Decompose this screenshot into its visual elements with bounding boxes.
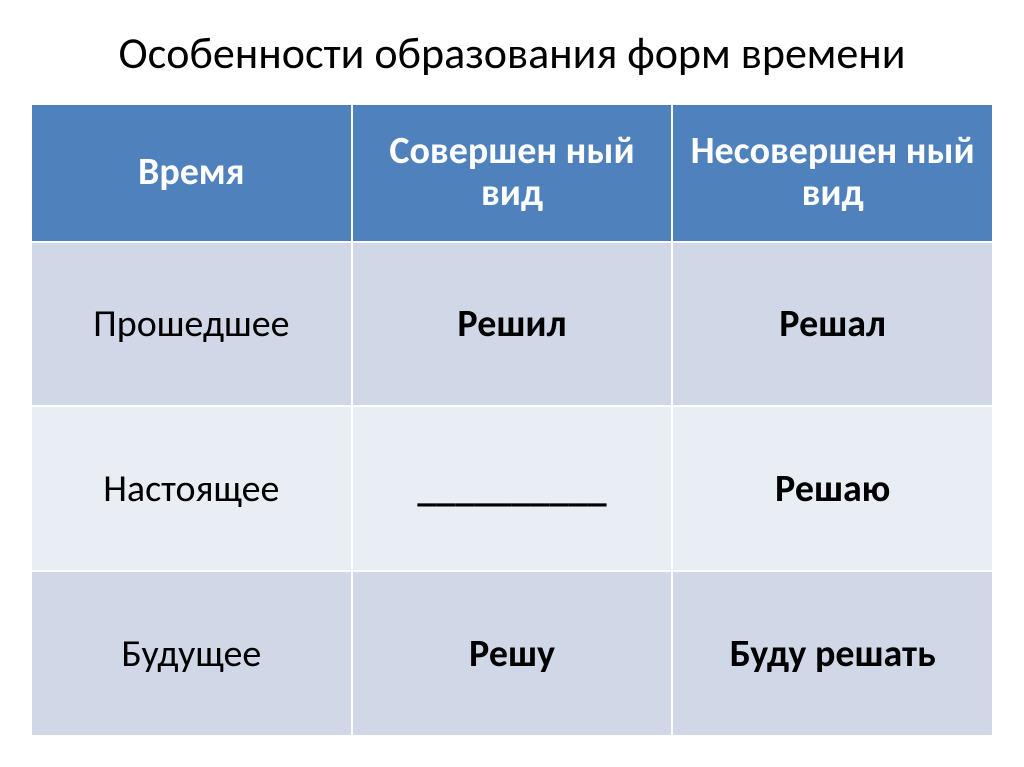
- cell-future-imperfective: Буду решать: [672, 571, 993, 736]
- cell-past-imperfective: Решал: [672, 242, 993, 407]
- table-row: Прошедшее Решил Решал: [31, 242, 993, 407]
- slide: Особенности образования форм времени Вре…: [0, 0, 1024, 767]
- row-label-future: Будущее: [31, 571, 352, 736]
- col-header-perfective: Совершен ный вид: [352, 104, 673, 242]
- cell-present-imperfective: Решаю: [672, 406, 993, 571]
- table-row: Будущее Решу Буду решать: [31, 571, 993, 736]
- cell-past-perfective: Решил: [352, 242, 673, 407]
- tense-table: Время Совершен ный вид Несовершен ный ви…: [30, 103, 994, 737]
- cell-present-perfective: __________: [352, 406, 673, 571]
- row-label-past: Прошедшее: [31, 242, 352, 407]
- col-header-imperfective: Несовершен ный вид: [672, 104, 993, 242]
- col-header-time: Время: [31, 104, 352, 242]
- slide-title: Особенности образования форм времени: [30, 28, 994, 79]
- table-row: Настоящее __________ Решаю: [31, 406, 993, 571]
- cell-future-perfective: Решу: [352, 571, 673, 736]
- row-label-present: Настоящее: [31, 406, 352, 571]
- header-row: Время Совершен ный вид Несовершен ный ви…: [31, 104, 993, 242]
